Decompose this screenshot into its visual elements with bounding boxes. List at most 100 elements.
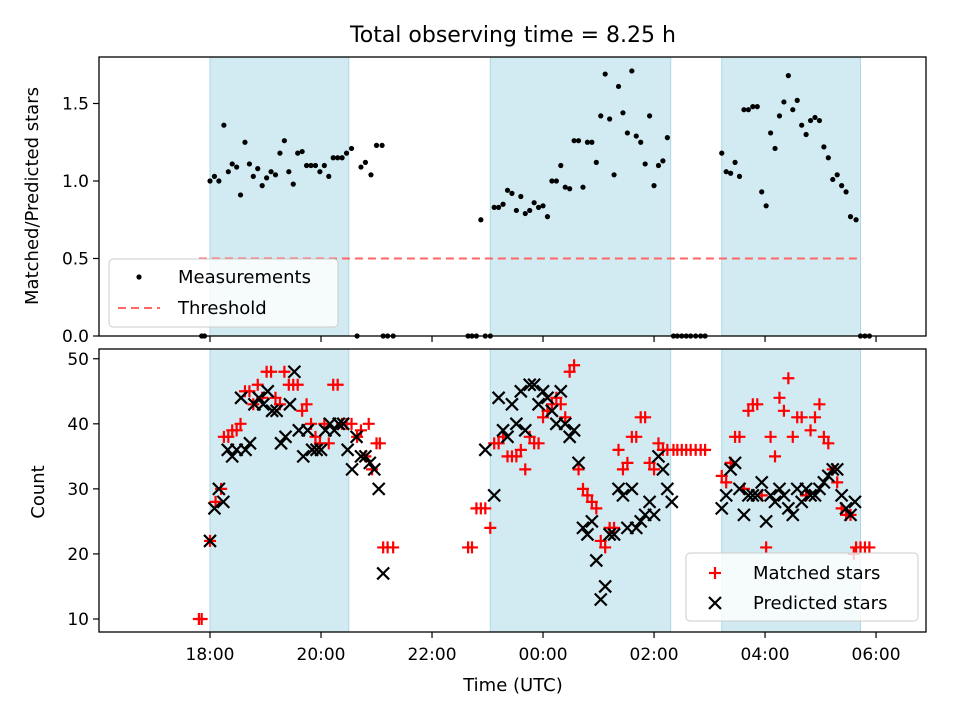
- measurement-point: [633, 133, 639, 139]
- measurement-point: [312, 162, 319, 169]
- measurement-point: [317, 169, 323, 175]
- measurement-point: [598, 113, 604, 119]
- measurement-point: [237, 192, 244, 198]
- matched-star-marker: [215, 482, 228, 495]
- bottom-legend-box: [685, 552, 919, 622]
- matched-star-marker: [387, 541, 400, 554]
- predicted-star-marker: [786, 508, 800, 522]
- matched-star-marker: [742, 404, 755, 417]
- measurement-point: [221, 122, 227, 128]
- predicted-star-marker: [593, 592, 608, 607]
- predicted-stars-points: [203, 364, 862, 607]
- predicted-star-marker: [665, 495, 679, 509]
- predicted-star-marker: [585, 514, 599, 529]
- x-tick-label: 04:00: [741, 645, 790, 665]
- predicted-star-marker: [354, 449, 368, 464]
- measurement-point: [207, 178, 213, 184]
- measurement-point: [642, 161, 648, 167]
- predicted-star-marker: [830, 462, 844, 477]
- matched-star-marker: [572, 463, 585, 476]
- bottom-y-axis-ticks: 10 20 30 40 50: [67, 350, 99, 630]
- matched-star-marker: [782, 372, 795, 385]
- measurement-point: [767, 130, 774, 136]
- predicted-star-marker: [536, 384, 550, 399]
- predicted-star-marker: [531, 397, 546, 412]
- matched-star-marker: [222, 430, 235, 443]
- measurement-point: [216, 178, 222, 184]
- matched-star-marker: [234, 417, 247, 430]
- matched-star-marker: [484, 521, 497, 534]
- matched-stars-points: [192, 359, 876, 625]
- predicted-star-marker: [349, 430, 364, 444]
- measurement-point: [518, 193, 524, 200]
- y-tick-label: 1.0: [62, 172, 89, 192]
- predicted-star-marker: [545, 404, 559, 418]
- measurement-point: [812, 114, 818, 121]
- legend-predicted-label: Predicted stars: [753, 593, 887, 614]
- matched-star-marker: [773, 391, 786, 404]
- measurement-point: [491, 204, 497, 210]
- predicted-star-marker: [234, 391, 248, 405]
- matched-star-marker: [479, 502, 492, 515]
- measurement-point: [736, 173, 743, 179]
- measurement-point: [853, 217, 859, 223]
- predicted-star-marker: [287, 364, 302, 379]
- y-tick-label: 10: [67, 610, 89, 630]
- bottom-axes-frame: [98, 348, 927, 633]
- matched-star-marker: [621, 456, 634, 469]
- measurement-point: [362, 159, 369, 165]
- measurement-point: [308, 162, 314, 169]
- matched-star-marker: [465, 541, 478, 554]
- x-tick-label: 20:00: [297, 645, 346, 665]
- predicted-star-marker: [719, 488, 733, 503]
- predicted-star-marker: [750, 488, 765, 503]
- measurement-point: [225, 169, 231, 175]
- measurement-point: [821, 144, 827, 150]
- matched-star-marker: [373, 437, 386, 450]
- predicted-star-marker: [746, 488, 760, 503]
- predicted-star-marker: [278, 430, 293, 444]
- matched-star-marker: [514, 443, 527, 456]
- x-tick-label: 06:00: [852, 645, 901, 665]
- measurement-point: [531, 200, 537, 206]
- matched-star-marker: [822, 437, 835, 450]
- predicted-star-marker: [216, 495, 231, 509]
- top-legend: Measurements Threshold: [108, 258, 339, 328]
- matched-star-marker: [720, 476, 733, 489]
- observing-window: [721, 56, 862, 337]
- measurement-point: [299, 148, 305, 155]
- predicted-star-marker: [500, 430, 515, 444]
- measurement-point: [790, 107, 796, 113]
- matched-star-marker: [559, 411, 572, 424]
- predicted-star-marker: [309, 443, 324, 457]
- top-x-axis-ticks: [209, 336, 877, 342]
- matched-star-marker: [831, 476, 844, 489]
- matched-star-marker: [639, 411, 652, 424]
- predicted-star-marker: [714, 501, 729, 516]
- top-y-axis-ticks: 0.0 0.5 1.0 1.5: [62, 95, 99, 347]
- top-panel: 0.0 0.5 1.0 1.5 Matched/Predicted stars Mea…: [22, 56, 927, 347]
- legend-measurements-label: Measurements: [178, 267, 311, 288]
- measurement-point: [611, 172, 617, 178]
- measurement-points: [199, 68, 872, 339]
- matched-star-marker: [568, 359, 581, 372]
- predicted-star-marker: [647, 508, 661, 522]
- x-tick-label: 02:00: [630, 645, 679, 665]
- bottom-panel: 10 20 30 40 50 18:00 20:00 22:00 00:00 02:00 04:0…: [28, 348, 927, 696]
- matched-star-marker: [563, 365, 576, 378]
- measurement-point: [544, 214, 551, 220]
- predicted-star-marker: [728, 456, 742, 470]
- predicted-star-marker: [345, 462, 359, 477]
- y-tick-label: 50: [67, 350, 89, 370]
- x-tick-label: 22:00: [408, 645, 457, 665]
- matched-star-marker: [817, 430, 830, 443]
- matched-star-marker: [278, 365, 291, 378]
- measurement-point: [593, 159, 599, 165]
- measurement-point: [834, 172, 840, 178]
- predicted-star-marker: [629, 521, 644, 535]
- predicted-star-marker: [772, 482, 787, 496]
- measurement-point: [330, 155, 336, 161]
- predicted-star-marker: [514, 384, 528, 399]
- predicted-star-marker: [763, 488, 778, 503]
- matched-star-marker: [751, 398, 764, 411]
